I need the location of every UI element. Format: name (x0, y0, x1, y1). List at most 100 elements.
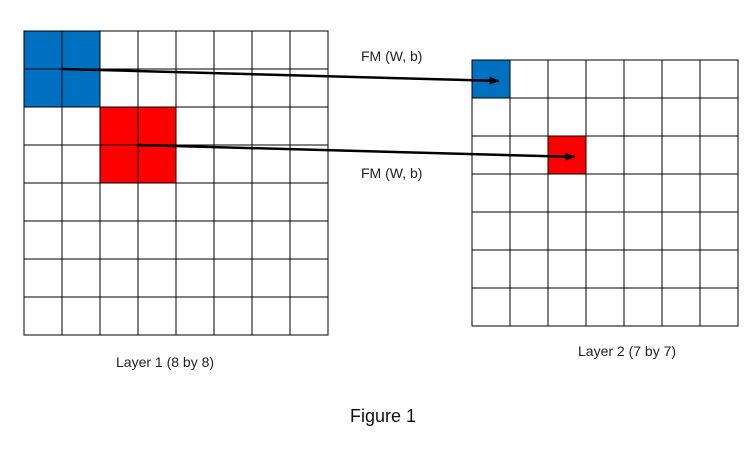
grid-cell (175, 106, 215, 146)
grid-cell (585, 287, 625, 327)
grid-cell (175, 182, 215, 222)
grid-cell (471, 211, 511, 251)
layer2-caption: Layer 2 (7 by 7) (578, 343, 677, 359)
grid-cell (99, 220, 139, 260)
grid-cell (23, 106, 63, 146)
red-output-cell-cell (547, 135, 587, 175)
grid-cell (509, 287, 549, 327)
grid-cell (213, 182, 253, 222)
grid-cell (61, 144, 101, 184)
fm-arrow-1 (61, 67, 500, 85)
grid-cell (99, 68, 139, 108)
grid-cell (99, 182, 139, 222)
grid-cell (585, 211, 625, 251)
grid-cell (175, 258, 215, 298)
grid-cell (175, 68, 215, 108)
grid-cell (23, 182, 63, 222)
grid-cell (289, 182, 329, 222)
layer1-caption: Layer 1 (8 by 8) (116, 354, 215, 370)
grid-cell (585, 135, 625, 175)
red-receptive-field-cell (137, 106, 177, 146)
grid-cell (251, 258, 291, 298)
grid-cell (623, 59, 663, 99)
grid-cell (175, 144, 215, 184)
grid-cell (289, 106, 329, 146)
grid-cell (61, 296, 101, 336)
grid-cell (23, 144, 63, 184)
grid-cell (23, 258, 63, 298)
grid-cell (289, 220, 329, 260)
grid-cell (509, 59, 549, 99)
grid-cell (661, 59, 701, 99)
grid-cell (661, 135, 701, 175)
fm-label-top: FM (W, b) (361, 48, 423, 64)
grid-cell (251, 30, 291, 70)
grid-cell (213, 106, 253, 146)
grid-cell (699, 97, 739, 137)
layer1-grid (23, 30, 329, 336)
grid-cell (175, 220, 215, 260)
layer2-grid (471, 59, 739, 327)
grid-cell (699, 287, 739, 327)
grid-cell (547, 249, 587, 289)
grid-cell (623, 211, 663, 251)
blue-receptive-field-cell (61, 68, 101, 108)
grid-cell (213, 220, 253, 260)
grid-cell (289, 296, 329, 336)
grid-cell (137, 182, 177, 222)
red-receptive-field-cell (99, 144, 139, 184)
grid-cell (585, 173, 625, 213)
grid-cell (585, 97, 625, 137)
grid-cell (289, 144, 329, 184)
grid-cell (99, 30, 139, 70)
grid-cell (661, 97, 701, 137)
grid-cell (509, 249, 549, 289)
arrows (61, 67, 576, 161)
blue-receptive-field-cell (23, 68, 63, 108)
red-receptive-field-cell (137, 144, 177, 184)
red-receptive-field-cell (99, 106, 139, 146)
grid-cell (509, 97, 549, 137)
grid-cell (471, 287, 511, 327)
grid-cell (137, 258, 177, 298)
blue-receptive-field-cell (23, 30, 63, 70)
grid-cell (23, 296, 63, 336)
grid-cell (251, 182, 291, 222)
fm-arrow-2 (137, 143, 576, 161)
grid-cell (213, 144, 253, 184)
grid-cell (661, 211, 701, 251)
grid-cell (699, 135, 739, 175)
grid-cell (213, 258, 253, 298)
grid-cell (699, 173, 739, 213)
grid-cell (547, 211, 587, 251)
fm-label-bottom: FM (W, b) (361, 165, 423, 181)
grid-cell (471, 249, 511, 289)
grid-cell (213, 30, 253, 70)
grid-cell (137, 30, 177, 70)
grid-cell (213, 296, 253, 336)
grid-cell (251, 144, 291, 184)
grid-cell (585, 249, 625, 289)
grid-cell (61, 106, 101, 146)
grid-cell (251, 220, 291, 260)
grid-cell (99, 258, 139, 298)
grid-cell (661, 173, 701, 213)
grid-cell (623, 97, 663, 137)
figure-caption: Figure 1 (350, 406, 417, 426)
grid-cell (623, 135, 663, 175)
grid-cell (23, 220, 63, 260)
grid-cell (61, 220, 101, 260)
grid-cell (471, 173, 511, 213)
grid-cell (623, 249, 663, 289)
grid-cell (61, 182, 101, 222)
grid-cell (547, 97, 587, 137)
grid-cell (289, 30, 329, 70)
grid-cell (699, 59, 739, 99)
grid-cell (175, 296, 215, 336)
grid-cell (509, 173, 549, 213)
grid-cell (251, 296, 291, 336)
grid-cell (509, 211, 549, 251)
grid-cell (547, 59, 587, 99)
grid-cell (547, 287, 587, 327)
grid-cell (175, 30, 215, 70)
